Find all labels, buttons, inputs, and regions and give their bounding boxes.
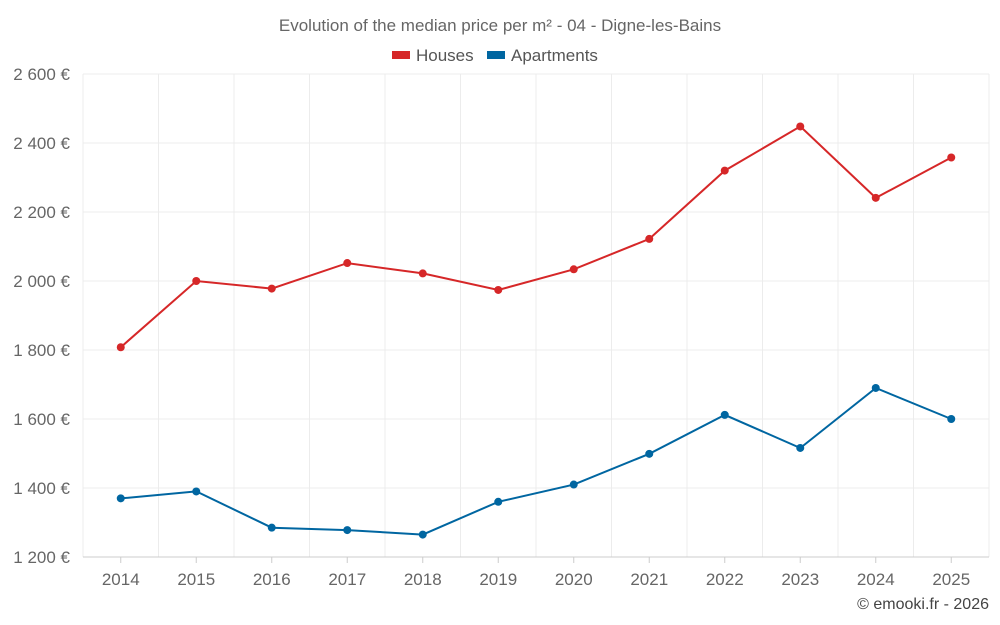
legend-label-apartments[interactable]: Apartments xyxy=(511,46,598,65)
series-line-houses xyxy=(120,125,952,348)
credit-text: © emooki.fr - 2026 xyxy=(857,596,989,613)
series-line-apartments xyxy=(120,386,952,536)
x-tick-label: 2014 xyxy=(102,570,140,589)
x-tick-label: 2016 xyxy=(253,570,291,589)
chart-title: Evolution of the median price per m² - 0… xyxy=(279,16,721,35)
data-point-houses[interactable] xyxy=(947,153,956,162)
y-tick-label: 1 800 € xyxy=(13,341,70,360)
y-tick-label: 2 600 € xyxy=(13,65,70,84)
grid xyxy=(82,73,990,557)
x-tick-label: 2020 xyxy=(555,570,593,589)
data-point-apartments[interactable] xyxy=(116,494,125,503)
data-point-apartments[interactable] xyxy=(494,497,503,506)
legend: Houses Apartments xyxy=(392,46,598,65)
data-point-houses[interactable] xyxy=(871,193,880,202)
y-tick-label: 1 600 € xyxy=(13,410,70,429)
data-point-apartments[interactable] xyxy=(720,410,729,419)
y-tick-label: 2 000 € xyxy=(13,272,70,291)
data-point-apartments[interactable] xyxy=(947,415,956,423)
x-tick-label: 2024 xyxy=(857,570,895,589)
legend-swatch-houses xyxy=(392,51,410,59)
legend-label-houses[interactable]: Houses xyxy=(416,46,474,65)
y-axis: 1 200 € 1 400 € 1 600 € 1 800 € 2 000 € 2 200… xyxy=(13,65,70,567)
data-point-houses[interactable] xyxy=(192,277,201,285)
data-point-houses[interactable] xyxy=(569,265,578,274)
data-point-houses[interactable] xyxy=(267,284,276,293)
x-tick-label: 2017 xyxy=(328,570,366,589)
data-point-houses[interactable] xyxy=(343,259,352,268)
x-tick-label: 2021 xyxy=(630,570,668,589)
x-tick-label: 2018 xyxy=(404,570,442,589)
data-point-apartments[interactable] xyxy=(569,480,578,489)
data-point-apartments[interactable] xyxy=(796,443,805,452)
data-point-houses[interactable] xyxy=(796,122,805,131)
data-point-apartments[interactable] xyxy=(343,526,352,535)
y-tick-label: 1 200 € xyxy=(13,548,70,567)
data-point-houses[interactable] xyxy=(645,234,654,243)
legend-swatch-apartments xyxy=(487,51,505,59)
y-tick-label: 2 400 € xyxy=(13,134,70,153)
series-group xyxy=(116,122,956,539)
data-point-apartments[interactable] xyxy=(645,449,654,458)
data-point-houses[interactable] xyxy=(494,285,503,294)
x-axis: 2014 2015 2016 2017 2018 2019 2020 2021 2022 2023… xyxy=(83,556,989,589)
data-point-apartments[interactable] xyxy=(267,523,276,532)
y-tick-label: 2 200 € xyxy=(13,203,70,222)
data-point-houses[interactable] xyxy=(418,269,427,278)
x-tick-label: 2015 xyxy=(177,570,215,589)
y-tick-label: 1 400 € xyxy=(13,479,70,498)
data-point-apartments[interactable] xyxy=(871,383,880,392)
x-tick-label: 2025 xyxy=(932,570,970,589)
data-point-apartments[interactable] xyxy=(418,530,427,539)
data-point-houses[interactable] xyxy=(720,166,729,175)
data-point-apartments[interactable] xyxy=(192,487,201,496)
data-point-houses[interactable] xyxy=(116,343,125,352)
x-tick-label: 2023 xyxy=(781,570,819,589)
x-tick-label: 2022 xyxy=(706,570,744,589)
x-tick-label: 2019 xyxy=(479,570,517,589)
